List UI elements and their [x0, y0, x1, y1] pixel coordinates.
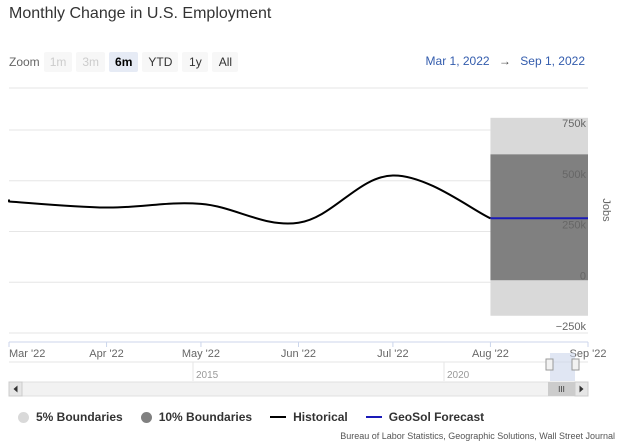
- y-tick-label: 0: [580, 270, 586, 282]
- zoom-ytd-button[interactable]: YTD: [142, 52, 179, 72]
- x-tick-label: May '22: [182, 348, 220, 360]
- legend-dot-icon: [18, 411, 29, 423]
- x-tick-label: Aug '22: [472, 348, 509, 360]
- legend-item-forecast[interactable]: GeoSol Forecast: [365, 410, 485, 424]
- navigator-selection[interactable]: [550, 353, 575, 381]
- x-tick-label: Mar '22: [9, 348, 45, 360]
- date-range: Mar 1, 2022 → Sep 1, 2022: [426, 54, 585, 68]
- x-tick-label: Jul '22: [377, 348, 408, 360]
- series-line: [8, 174, 491, 225]
- legend-item-10pct[interactable]: 10% Boundaries: [140, 410, 253, 424]
- zoom-1m-button[interactable]: 1m: [43, 52, 73, 72]
- navigator-right-handle[interactable]: [571, 358, 580, 371]
- source-credit: Bureau of Labor Statistics, Geographic S…: [340, 431, 615, 441]
- legend-label: 10% Boundaries: [158, 410, 253, 424]
- scroll-right-arrow-icon: [579, 385, 584, 393]
- legend-line-icon: [365, 416, 382, 418]
- y-tick-label: −250k: [556, 321, 587, 333]
- zoom-3m-button[interactable]: 3m: [76, 52, 106, 72]
- y-tick-label: 250k: [562, 220, 586, 232]
- zoom-1y-button[interactable]: 1y: [182, 52, 209, 72]
- legend-item-5pct[interactable]: 5% Boundaries: [18, 410, 123, 424]
- zoom-all-button[interactable]: All: [212, 52, 239, 72]
- x-tick-label: Jun '22: [281, 348, 316, 360]
- confidence-band: [490, 154, 588, 281]
- y-tick-label: 750k: [562, 118, 586, 130]
- navigator-year-label: 2015: [196, 370, 219, 381]
- navigator[interactable]: 2015 2020: [9, 353, 588, 381]
- legend: 5% Boundaries 10% Boundaries Historical …: [18, 410, 502, 424]
- chart-title: Monthly Change in U.S. Employment: [9, 5, 272, 22]
- scrollbar[interactable]: III: [8, 381, 589, 397]
- x-tick-label: Sep '22: [570, 348, 607, 360]
- legend-line-icon: [270, 416, 287, 418]
- legend-label: Historical: [293, 410, 348, 424]
- range-from-input[interactable]: Mar 1, 2022: [425, 54, 490, 68]
- zoom-label: Zoom: [9, 55, 40, 69]
- legend-dot-icon: [140, 411, 152, 423]
- scrollbar-track[interactable]: [8, 381, 589, 397]
- legend-label: GeoSol Forecast: [388, 410, 485, 424]
- zoom-6m-button[interactable]: 6m: [109, 52, 139, 72]
- scrollbar-grip-icon: III: [558, 385, 565, 394]
- range-to-input[interactable]: Sep 1, 2022: [520, 54, 585, 68]
- range-arrow-icon: →: [498, 54, 511, 68]
- legend-label: 5% Boundaries: [36, 410, 123, 424]
- y-axis-title: Jobs: [600, 198, 612, 222]
- scroll-left-arrow-icon: [13, 385, 18, 393]
- zoom-controls: Zoom 1m 3m 6m YTD 1y All: [9, 51, 242, 73]
- navigator-area[interactable]: [9, 362, 588, 380]
- navigator-year-label: 2020: [447, 370, 470, 381]
- scrollbar-thumb[interactable]: [548, 382, 575, 396]
- legend-item-historical[interactable]: Historical: [270, 410, 348, 424]
- chart-svg: −250k 0 250k 500k 750k Mar '22 Apr '22 May '22 J…: [8, 87, 612, 397]
- navigator-left-handle[interactable]: [545, 358, 554, 371]
- y-tick-label: 500k: [562, 169, 586, 181]
- x-tick-label: Apr '22: [89, 348, 124, 360]
